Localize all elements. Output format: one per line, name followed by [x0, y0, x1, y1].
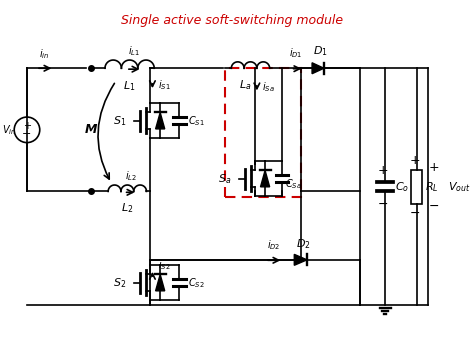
Text: $D_2$: $D_2$	[296, 237, 310, 251]
Text: $C_o$: $C_o$	[395, 180, 409, 194]
Text: $V_{in}$: $V_{in}$	[2, 123, 17, 137]
Text: −: −	[428, 199, 439, 212]
Text: $i_{Sa}$: $i_{Sa}$	[262, 81, 274, 94]
Text: $S_1$: $S_1$	[113, 114, 127, 127]
Text: $i_{D1}$: $i_{D1}$	[289, 46, 303, 60]
Bar	[226, 68, 301, 197]
Text: +: +	[410, 154, 420, 167]
Text: $i_{S2}$: $i_{S2}$	[158, 258, 171, 272]
Text: $D_1$: $D_1$	[313, 44, 328, 58]
Text: $V_{out}$: $V_{out}$	[447, 180, 470, 194]
Text: $C_{S1}$: $C_{S1}$	[188, 114, 204, 127]
Text: $i_{L2}$: $i_{L2}$	[125, 170, 137, 183]
Text: $i_{S1}$: $i_{S1}$	[158, 79, 171, 93]
Text: $L_a$: $L_a$	[239, 78, 251, 92]
Text: $L_2$: $L_2$	[121, 202, 134, 215]
Text: −: −	[410, 207, 420, 220]
Text: $C_{S2}$: $C_{S2}$	[188, 276, 204, 289]
Polygon shape	[312, 63, 324, 74]
Polygon shape	[155, 274, 165, 291]
Text: Single active soft-switching module: Single active soft-switching module	[121, 14, 343, 27]
Text: +: +	[428, 161, 439, 174]
Text: $C_{Sa}$: $C_{Sa}$	[285, 177, 301, 191]
Bar	[411, 170, 422, 204]
Text: $i_{D2}$: $i_{D2}$	[267, 238, 281, 252]
Text: $i_{L1}$: $i_{L1}$	[128, 44, 140, 58]
Text: −: −	[377, 198, 388, 211]
Text: $S_2$: $S_2$	[113, 276, 127, 289]
Polygon shape	[155, 112, 165, 129]
Text: $R_L$: $R_L$	[425, 180, 439, 194]
Text: +: +	[23, 121, 31, 131]
Polygon shape	[294, 255, 307, 265]
Text: −: −	[22, 129, 32, 139]
Polygon shape	[261, 170, 270, 187]
Text: $S_a$: $S_a$	[218, 172, 231, 185]
Text: +: +	[377, 165, 388, 177]
Text: $L_1$: $L_1$	[123, 80, 136, 94]
Text: M: M	[84, 123, 97, 136]
Text: $i_{in}$: $i_{in}$	[39, 48, 50, 62]
